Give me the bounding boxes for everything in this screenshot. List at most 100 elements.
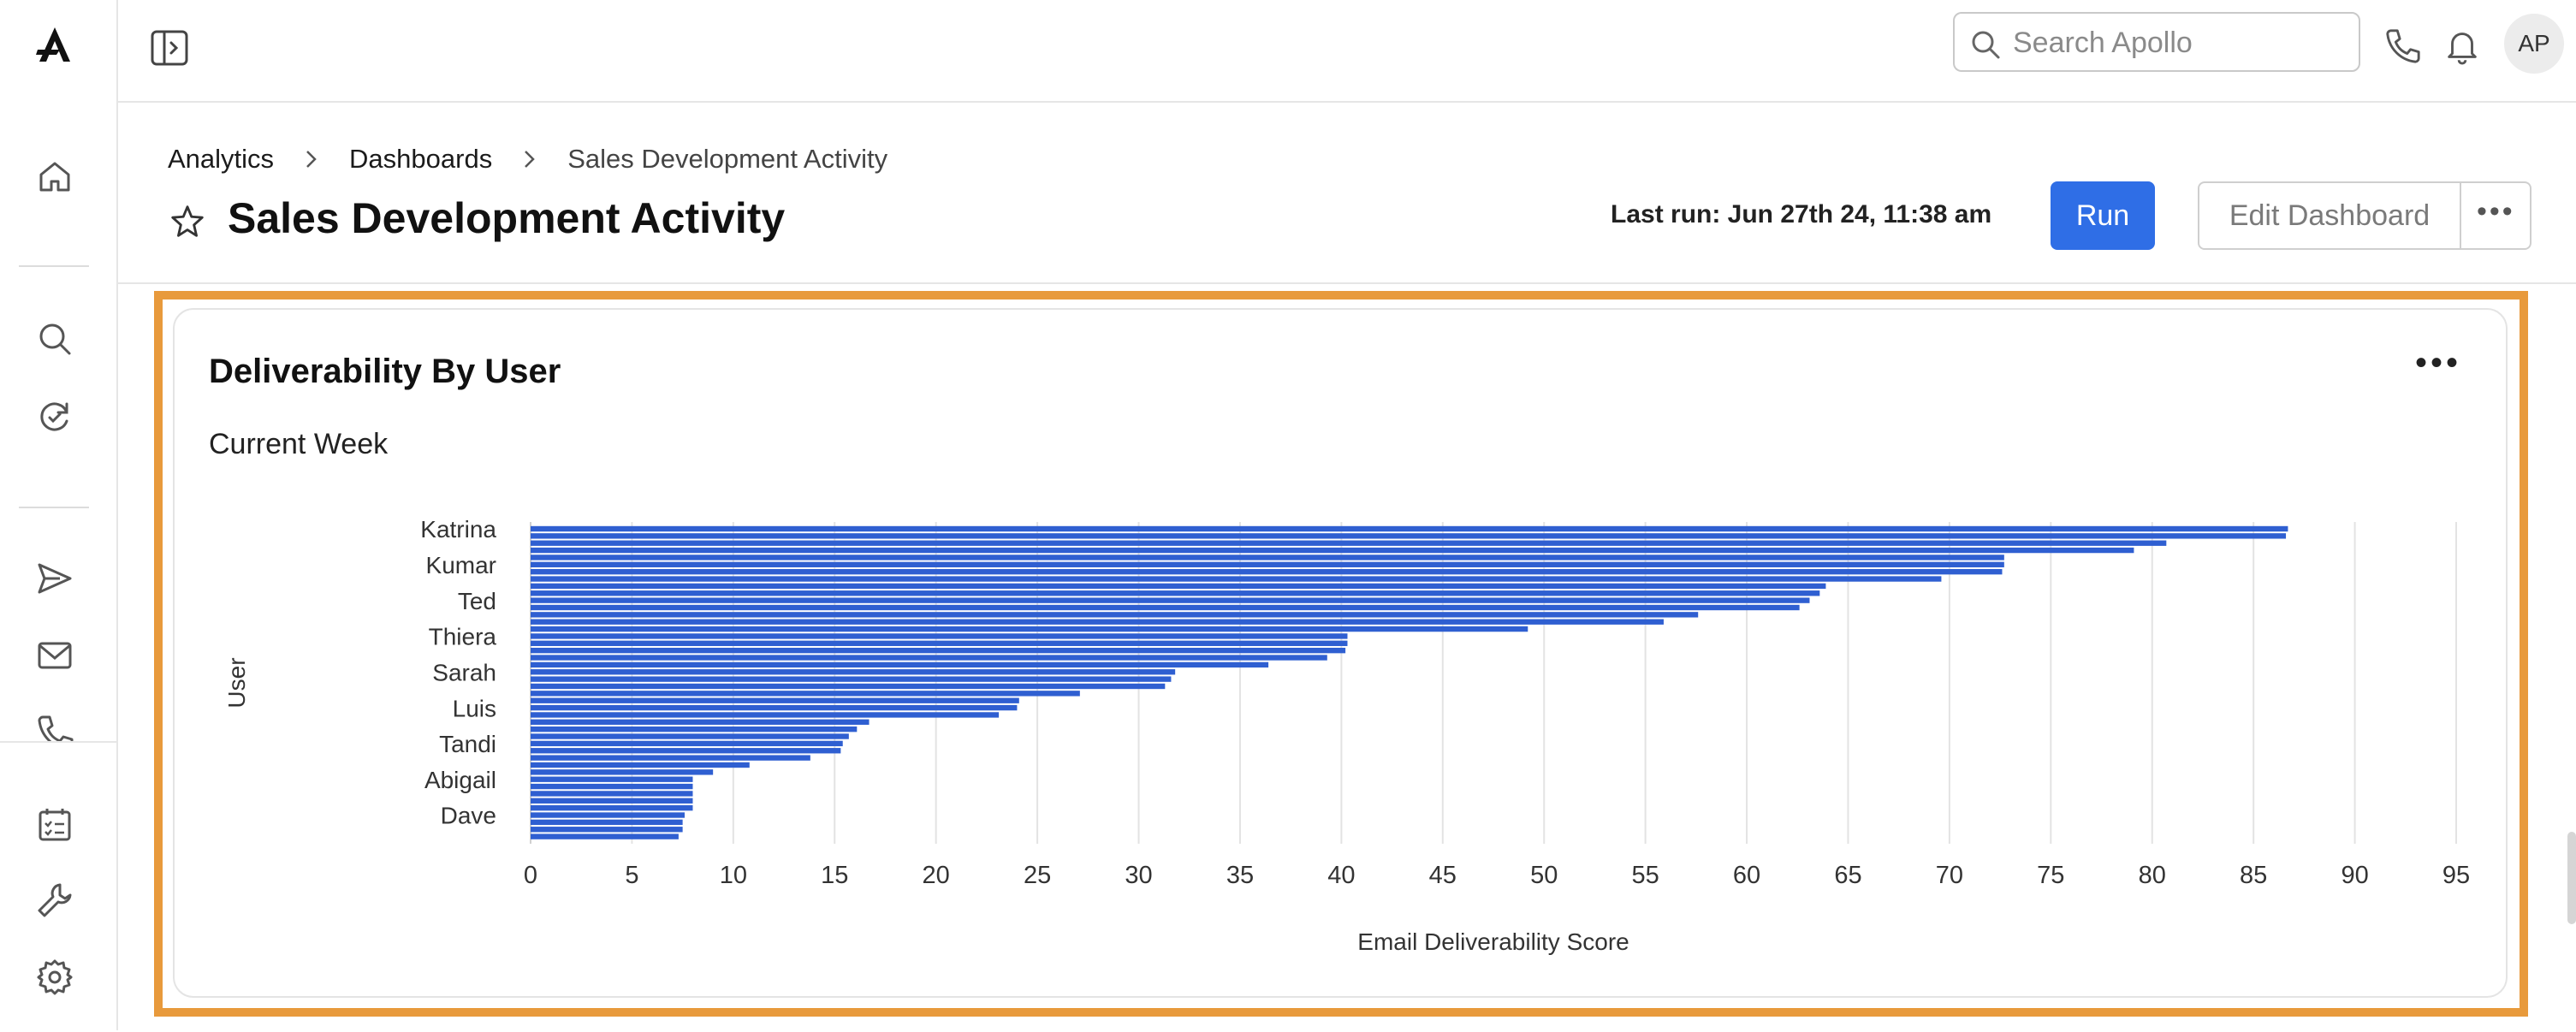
- search-box[interactable]: [1953, 12, 2360, 72]
- settings-gear-icon[interactable]: [34, 957, 75, 998]
- x-tick-label: 55: [1631, 862, 1659, 889]
- x-tick-label: 75: [2037, 862, 2064, 889]
- bar: [531, 647, 1346, 654]
- bar: [531, 798, 693, 804]
- bar: [531, 683, 1166, 690]
- y-category-label: Luis: [453, 695, 496, 721]
- page-title: Sales Development Activity: [228, 194, 786, 242]
- x-tick-label: 15: [821, 862, 848, 889]
- x-tick-label: 30: [1125, 862, 1152, 889]
- card-more-button[interactable]: •••: [2415, 344, 2462, 382]
- bar: [531, 776, 693, 782]
- bar: [531, 697, 1019, 703]
- sidebar-divider: [19, 265, 89, 267]
- sidebar: [0, 0, 118, 1032]
- email-icon[interactable]: [34, 635, 75, 676]
- search-icon: [1972, 31, 2000, 59]
- card-subtitle: Current Week: [209, 428, 389, 460]
- bar: [531, 640, 1348, 646]
- y-category-label: Ted: [458, 588, 496, 614]
- x-tick-label: 20: [923, 862, 950, 889]
- x-tick-label: 45: [1429, 862, 1457, 889]
- sequences-refresh-icon[interactable]: [34, 395, 75, 436]
- user-avatar[interactable]: AP: [2504, 14, 2564, 74]
- bar: [531, 576, 1942, 582]
- bar: [531, 525, 2288, 532]
- bar: [531, 604, 1800, 611]
- apollo-logo-icon[interactable]: [34, 24, 75, 65]
- home-icon[interactable]: [34, 156, 75, 197]
- edit-dashboard-button[interactable]: Edit Dashboard: [2198, 181, 2461, 250]
- card-title: Deliverability By User: [209, 353, 561, 390]
- more-dots-icon: •••: [2477, 195, 2515, 228]
- breadcrumb: Analytics Dashboards Sales Development A…: [168, 144, 887, 175]
- bar: [531, 733, 849, 739]
- breadcrumb-current: Sales Development Activity: [567, 144, 888, 174]
- run-button[interactable]: Run: [2051, 181, 2155, 250]
- y-category-label: Thiera: [429, 624, 497, 650]
- panel-toggle-icon[interactable]: [149, 27, 190, 68]
- send-icon[interactable]: [34, 558, 75, 599]
- tasks-calendar-icon[interactable]: [34, 804, 75, 845]
- bar: [531, 661, 1269, 668]
- scrollbar-thumb[interactable]: [2567, 832, 2576, 924]
- bar: [531, 769, 714, 775]
- bar: [531, 812, 685, 818]
- phone-icon[interactable]: [2383, 26, 2422, 65]
- chevron-right-icon: [306, 151, 317, 168]
- more-options-button[interactable]: •••: [2460, 181, 2531, 250]
- bar: [531, 540, 2167, 546]
- bar: [531, 533, 2287, 539]
- x-tick-label: 40: [1327, 862, 1355, 889]
- y-category-label: Katrina: [420, 516, 496, 543]
- notification-bell-icon[interactable]: [2442, 26, 2482, 65]
- bar: [531, 719, 870, 725]
- breadcrumb-analytics[interactable]: Analytics: [168, 144, 275, 174]
- bar: [531, 783, 693, 790]
- bar: [531, 568, 2003, 575]
- x-tick-label: 5: [625, 862, 638, 889]
- x-tick-label: 10: [720, 862, 747, 889]
- x-tick-label: 35: [1226, 862, 1254, 889]
- sidebar-divider: [19, 507, 89, 508]
- bar: [531, 612, 1699, 618]
- bar: [531, 669, 1176, 675]
- bar: [531, 712, 1000, 718]
- bar: [531, 619, 1664, 625]
- bar: [531, 691, 1080, 697]
- y-category-label: Abigail: [424, 767, 496, 793]
- tools-icon[interactable]: [34, 880, 75, 921]
- bar: [531, 583, 1826, 590]
- bar: [531, 704, 1018, 711]
- bar: [531, 804, 693, 811]
- bar: [531, 676, 1172, 682]
- bar: [531, 740, 843, 747]
- bar: [531, 819, 683, 826]
- y-category-label: Tandi: [439, 731, 496, 757]
- x-tick-label: 95: [2442, 862, 2470, 889]
- search-icon[interactable]: [34, 318, 75, 359]
- chevron-right-icon: [525, 151, 535, 168]
- highlight-outline: [154, 291, 2528, 1017]
- bar: [531, 561, 2004, 567]
- bar: [531, 827, 683, 833]
- bar: [531, 590, 1820, 596]
- bar: [531, 833, 679, 839]
- x-tick-label: 85: [2240, 862, 2267, 889]
- x-tick-label: 0: [524, 862, 537, 889]
- x-tick-label: 25: [1024, 862, 1051, 889]
- bar: [531, 555, 2004, 560]
- last-run-timestamp: Last run: Jun 27th 24, 11:38 am: [1611, 200, 1992, 228]
- y-axis-title: User: [223, 657, 250, 708]
- search-input[interactable]: [2011, 22, 2348, 63]
- chart-card: Deliverability By User Current Week ••• …: [173, 308, 2508, 998]
- breadcrumb-dashboards[interactable]: Dashboards: [349, 144, 493, 174]
- y-category-label: Kumar: [426, 552, 496, 578]
- bar: [531, 791, 693, 797]
- bar: [531, 633, 1348, 639]
- x-tick-label: 60: [1733, 862, 1760, 889]
- bar: [531, 762, 750, 768]
- favorite-star-icon[interactable]: [168, 202, 207, 241]
- sidebar-bottom-section: [0, 741, 116, 1032]
- x-tick-label: 90: [2341, 862, 2368, 889]
